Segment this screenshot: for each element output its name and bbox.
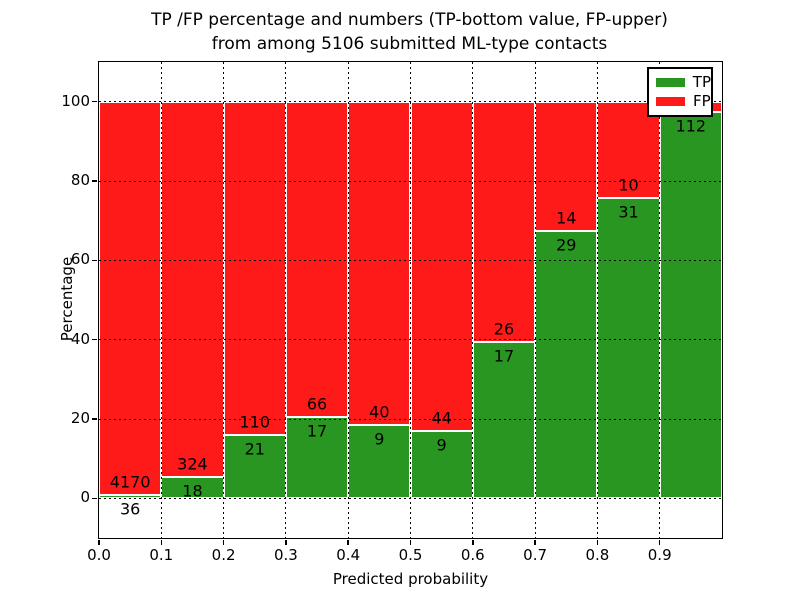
y-tick-label: 0 — [80, 488, 90, 507]
gridline-horizontal — [99, 339, 722, 341]
bar-segment-fp — [285, 101, 349, 418]
gridline-horizontal — [99, 101, 722, 103]
gridline-vertical — [223, 62, 225, 538]
fp-count-label: 44 — [431, 408, 452, 428]
x-tick-label: 0.4 — [336, 546, 361, 564]
fp-legend-swatch — [656, 97, 685, 106]
gridline-horizontal — [99, 418, 722, 420]
bar-segment-fp — [472, 101, 536, 342]
x-tick — [472, 540, 474, 545]
x-tick — [347, 540, 349, 545]
chart-title-line2: from among 5106 submitted ML-type contac… — [211, 34, 608, 54]
bar-segment-tp — [659, 112, 722, 499]
tp-count-label: 9 — [374, 429, 385, 449]
y-tick — [92, 497, 97, 500]
x-tick-label: 0.5 — [398, 546, 423, 564]
x-tick-label: 0.9 — [647, 546, 672, 564]
fp-count-label: 10 — [618, 175, 639, 195]
legend-item-tp: TP — [656, 73, 711, 92]
fp-count-label: 110 — [239, 412, 271, 432]
tp-count-label: 112 — [675, 116, 707, 136]
bar-segment-fp — [161, 101, 224, 478]
gridline-vertical — [659, 62, 661, 538]
fp-legend-label: FP — [693, 92, 711, 110]
y-tick — [92, 180, 97, 182]
bar-segment-fp — [535, 101, 598, 231]
bar-segment-tp — [472, 341, 536, 499]
y-tick — [92, 338, 97, 341]
x-tick — [160, 540, 163, 545]
tp-count-label: 29 — [556, 235, 577, 255]
tp-count-label: 21 — [244, 439, 265, 459]
fp-count-label: 324 — [177, 454, 208, 474]
bar-segment-tp — [99, 494, 162, 499]
gridline-vertical — [472, 62, 474, 538]
x-tick — [98, 540, 100, 545]
bar-segment-tp — [535, 230, 598, 499]
legend: TP FP — [647, 67, 713, 117]
gridline-horizontal — [99, 497, 722, 499]
tp-count-label: 36 — [119, 499, 141, 519]
gridline-horizontal — [99, 259, 722, 261]
bar-segment-fp — [99, 101, 162, 495]
x-tick — [222, 540, 225, 545]
x-tick-label: 0.1 — [149, 546, 174, 564]
y-tick-label: 60 — [70, 250, 90, 269]
x-axis-label: Predicted probability — [332, 570, 489, 588]
x-tick-label: 0.2 — [211, 546, 236, 564]
gridline-vertical — [410, 62, 411, 538]
x-tick-label: 0.7 — [523, 546, 548, 564]
x-tick — [285, 540, 287, 545]
chart-title: TP /FP percentage and numbers (TP-bottom… — [98, 8, 721, 56]
bar-segment-fp — [410, 101, 473, 431]
x-tick — [534, 540, 536, 545]
bar-segment-tp — [348, 425, 411, 499]
plot-area: Percentage Predicted probability TP FP 4… — [58, 61, 723, 588]
bar-segment-tp — [410, 430, 473, 499]
gridline-vertical — [285, 62, 287, 538]
y-tick — [92, 418, 97, 420]
bar-segment-fp — [223, 101, 286, 435]
y-tick-label: 80 — [70, 171, 90, 189]
tp-count-label: 17 — [493, 346, 515, 365]
x-tick-label: 0.6 — [460, 546, 485, 564]
gridline-vertical — [160, 62, 162, 538]
x-tick — [596, 540, 599, 545]
bar-segment-tp — [597, 198, 660, 499]
y-tick-label: 40 — [70, 329, 90, 348]
tp-count-label: 31 — [618, 202, 639, 222]
y-tick-label: 20 — [70, 409, 90, 427]
fp-count-label: 40 — [369, 402, 390, 422]
tp-count-label: 18 — [182, 481, 203, 501]
gridline-vertical — [596, 62, 598, 538]
y-tick — [92, 259, 97, 262]
tp-legend-swatch — [656, 78, 685, 87]
fp-count-label: 14 — [556, 208, 577, 228]
tp-legend-label: TP — [692, 73, 711, 91]
fp-count-label: 66 — [306, 394, 328, 414]
x-tick-label: 0.8 — [585, 546, 610, 564]
bar-segment-fp — [597, 101, 660, 199]
gridline-horizontal — [99, 180, 722, 182]
gridline-vertical — [534, 62, 536, 538]
bar-segment-tp — [223, 434, 286, 499]
legend-item-fp: FP — [656, 92, 711, 111]
y-tick — [92, 100, 97, 103]
fp-count-label: 4170 — [109, 472, 151, 492]
bar-segment-tp — [285, 417, 349, 499]
chart-title-line1: TP /FP percentage and numbers (TP-bottom… — [151, 10, 668, 30]
y-tick-label: 100 — [61, 91, 90, 110]
tp-count-label: 9 — [436, 435, 447, 455]
tp-count-label: 17 — [306, 421, 328, 441]
bar-segment-fp — [348, 101, 411, 426]
gridline-vertical — [347, 62, 349, 538]
x-tick — [658, 540, 661, 545]
fp-count-label: 26 — [493, 319, 515, 338]
x-tick-label: 0.3 — [273, 546, 298, 564]
x-tick — [409, 540, 412, 545]
x-tick-label: 0.0 — [87, 546, 111, 564]
